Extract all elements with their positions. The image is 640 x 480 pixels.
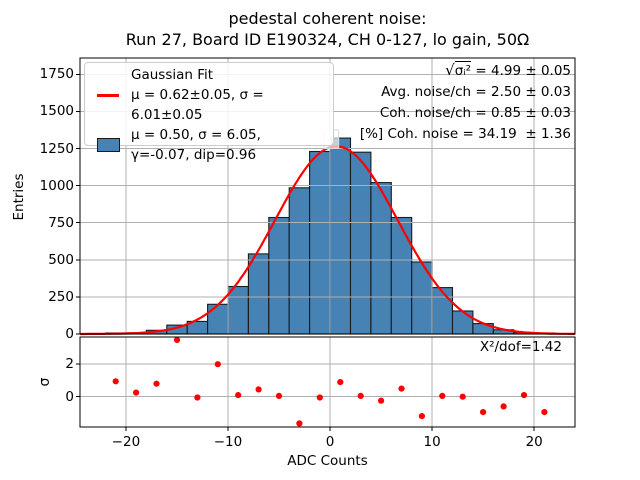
legend-fit-label: Gaussian Fit bbox=[131, 67, 214, 83]
histogram-bar bbox=[247, 253, 270, 335]
histogram-bar bbox=[268, 216, 290, 335]
histogram-bar bbox=[390, 216, 413, 335]
residual-panel-border bbox=[79, 336, 576, 428]
x-tick-label: 20 bbox=[525, 434, 543, 450]
y-tick-label: 0 bbox=[65, 326, 74, 342]
chart-title: pedestal coherent noise: Run 27, Board I… bbox=[80, 8, 575, 50]
residual-dot bbox=[398, 385, 405, 392]
legend-entry-gaussian-fit: Gaussian Fit μ = 0.62±0.05, σ = 6.01±0.0… bbox=[85, 65, 333, 125]
chart-title-line1: pedestal coherent noise: bbox=[228, 9, 427, 28]
y-tick-label: 750 bbox=[48, 214, 74, 231]
residual-dot bbox=[296, 420, 303, 427]
residual-dot bbox=[418, 413, 425, 420]
residual-dot bbox=[255, 386, 262, 393]
residual-dot bbox=[194, 394, 201, 401]
stat-coh-noise-pct: [%] Coh. noise = 34.19 ± 1.36 bbox=[359, 126, 571, 142]
y-tick-label: 0 bbox=[65, 388, 74, 405]
x-tick-label: −10 bbox=[213, 434, 243, 450]
legend: Gaussian Fit μ = 0.62±0.05, σ = 6.01±0.0… bbox=[84, 62, 334, 163]
stat-sqrt-sigma: √σᵢ² = 4.99 ± 0.05 bbox=[445, 61, 571, 79]
x-tick-label: 0 bbox=[325, 434, 335, 450]
histogram-bar bbox=[451, 310, 474, 335]
y-axis-label-entries: Entries bbox=[11, 173, 27, 221]
y-tick-label: 500 bbox=[48, 251, 74, 268]
residual-dot bbox=[500, 403, 507, 410]
y-tick-label: 250 bbox=[48, 288, 74, 305]
red-line-swatch-icon bbox=[97, 93, 119, 97]
y-tick-label: 2 bbox=[65, 356, 74, 373]
residual-dot bbox=[214, 361, 221, 368]
stat-coh-noise: Coh. noise/ch = 0.85 ± 0.03 bbox=[379, 105, 571, 121]
x-axis-label: ADC Counts bbox=[287, 453, 368, 469]
chi2-annotation: X²/dof=1.42 bbox=[479, 339, 562, 355]
residual-dot bbox=[337, 379, 344, 386]
legend-hist-line1: μ = 0.50, σ = 6.05, bbox=[131, 127, 261, 143]
residual-dot bbox=[480, 409, 487, 416]
y-tick-label: 1750 bbox=[39, 66, 74, 83]
residual-dot bbox=[275, 392, 283, 399]
histogram-bar bbox=[309, 150, 331, 335]
histogram-bar bbox=[370, 182, 392, 335]
stat-avg-noise: Avg. noise/ch = 2.50 ± 0.03 bbox=[381, 84, 571, 100]
histogram-bar bbox=[349, 151, 372, 335]
residual-dot bbox=[541, 409, 548, 416]
residual-dot bbox=[459, 393, 466, 400]
y-tick-label: 1500 bbox=[39, 103, 74, 120]
y-tick-label: 1250 bbox=[39, 140, 74, 157]
y-tick-label: 1000 bbox=[39, 177, 74, 194]
residual-dot bbox=[173, 336, 181, 343]
residual-dot bbox=[235, 392, 242, 399]
histogram-bar bbox=[227, 285, 249, 335]
x-tick-label: 10 bbox=[423, 434, 441, 450]
residual-dot bbox=[357, 392, 364, 399]
residual-dot bbox=[153, 380, 160, 387]
x-tick-label: −20 bbox=[111, 434, 141, 450]
legend-hist-line2: γ=-0.07, dip=0.96 bbox=[131, 147, 257, 163]
residual-dot bbox=[520, 392, 528, 399]
histogram-bar bbox=[207, 303, 229, 335]
legend-entry-histogram: μ = 0.50, σ = 6.05, γ=-0.07, dip=0.96 bbox=[85, 125, 333, 165]
residual-dot bbox=[316, 394, 323, 401]
residual-dot bbox=[378, 397, 385, 404]
chart-title-line2: Run 27, Board ID E190324, CH 0-127, lo g… bbox=[125, 30, 530, 49]
residual-dot bbox=[133, 389, 140, 396]
blue-patch-swatch-icon bbox=[96, 138, 120, 152]
histogram-bar bbox=[431, 287, 454, 335]
main-panel-border bbox=[79, 57, 576, 335]
stats-annotations: √σᵢ² = 4.99 ± 0.05 Avg. noise/ch = 2.50 … bbox=[360, 60, 571, 145]
residual-dot bbox=[439, 392, 446, 399]
legend-fit-params: μ = 0.62±0.05, σ = 6.01±0.05 bbox=[131, 87, 264, 123]
histogram-bar bbox=[288, 187, 311, 335]
residual-dot bbox=[112, 378, 119, 385]
histogram-bar bbox=[329, 137, 352, 335]
